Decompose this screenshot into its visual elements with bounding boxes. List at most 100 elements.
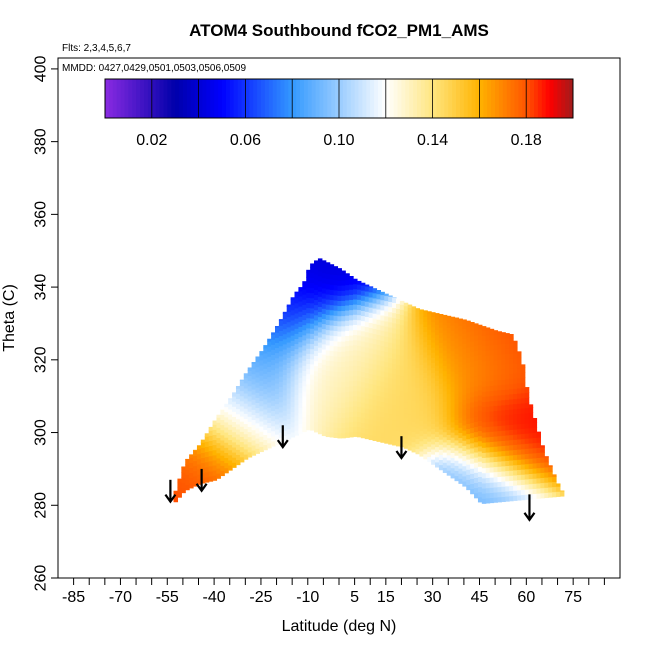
heatmap-cell [423, 418, 428, 424]
heatmap-cell [181, 482, 186, 489]
heatmap-cell [454, 317, 460, 324]
heatmap-cell [516, 423, 522, 430]
heatmap-cell [520, 494, 526, 501]
heatmap-cell [423, 387, 428, 394]
heatmap-cell [341, 290, 346, 296]
heatmap-cell [274, 352, 280, 359]
heatmap-cell [384, 397, 389, 403]
heatmap-cell [493, 405, 499, 412]
heatmap-cell [513, 357, 518, 364]
heatmap-cell [505, 445, 510, 451]
heatmap-cell [427, 339, 432, 345]
heatmap-cell [446, 368, 452, 374]
heatmap-cell [493, 390, 499, 396]
heatmap-cell [235, 423, 241, 430]
heatmap-cell [267, 346, 272, 352]
heatmap-cell [481, 482, 487, 489]
heatmap-cell [317, 280, 323, 287]
heatmap-cell [458, 376, 463, 383]
heatmap-cell [356, 294, 362, 300]
heatmap-cell [477, 496, 483, 503]
heatmap-cell [474, 462, 479, 468]
heatmap-cell [325, 421, 331, 427]
heatmap-cell [481, 375, 487, 382]
heatmap-cell [317, 398, 323, 404]
heatmap-cell [485, 487, 491, 494]
heatmap-cell [380, 386, 385, 392]
heatmap-cell [263, 363, 268, 369]
heatmap-cell [278, 376, 284, 382]
heatmap-cell [317, 326, 323, 333]
colorbar-segment [268, 79, 274, 118]
heatmap-cell [474, 390, 479, 397]
heatmap-cell [411, 411, 417, 417]
heatmap-cell [310, 287, 315, 294]
colorbar-segment [237, 79, 242, 118]
heatmap-cell [224, 447, 229, 453]
heatmap-cell [274, 408, 280, 415]
heatmap-cell [274, 372, 280, 379]
heatmap-cell [368, 347, 374, 354]
heatmap-cell [489, 477, 495, 483]
heatmap-cell [509, 470, 514, 476]
heatmap-cell [337, 402, 342, 408]
heatmap-cell [298, 397, 303, 404]
heatmap-cell [415, 438, 420, 445]
heatmap-cell [193, 470, 198, 477]
heatmap-cell [267, 351, 272, 357]
heatmap-cell [368, 403, 374, 410]
heatmap-cell [220, 439, 225, 446]
heatmap-cell [536, 462, 541, 469]
heatmap-cell [298, 290, 303, 297]
heatmap-cell [372, 420, 378, 426]
heatmap-cell [290, 401, 296, 407]
heatmap-cell [247, 441, 253, 448]
heatmap-cell [212, 459, 218, 466]
heatmap-cell [489, 471, 495, 478]
heatmap-cell [493, 349, 499, 356]
heatmap-cell [411, 431, 417, 438]
heatmap-cell [353, 309, 358, 315]
heatmap-cell [431, 459, 436, 465]
heatmap-cell [228, 439, 233, 446]
colorbar-segment [183, 79, 188, 118]
heatmap-cell [259, 395, 264, 402]
heatmap-cell [481, 345, 487, 352]
colorbar-segment [506, 79, 512, 118]
colorbar-segment [362, 79, 367, 118]
heatmap-cell [395, 344, 401, 350]
heatmap-cell [341, 402, 346, 408]
heatmap-cell [282, 404, 288, 411]
heatmap-cell [310, 323, 315, 329]
heatmap-cell [380, 391, 385, 397]
heatmap-cell [524, 387, 530, 393]
heatmap-cell [497, 369, 502, 376]
heatmap-cell [364, 336, 370, 343]
heatmap-cell [388, 413, 393, 420]
y-tick-label: 340 [33, 274, 50, 301]
heatmap-cell [481, 457, 487, 464]
heatmap-cell [360, 351, 366, 357]
heatmap-cell [259, 400, 264, 407]
heatmap-cell [528, 422, 534, 429]
heatmap-cell [497, 343, 502, 350]
colorbar-segment [487, 79, 492, 118]
heatmap-cell [259, 359, 264, 366]
heatmap-cell [501, 460, 506, 467]
heatmap-cell [337, 280, 342, 286]
heatmap-cell [216, 422, 221, 428]
heatmap-cell [341, 285, 346, 291]
heatmap-cell [302, 339, 307, 346]
heatmap-cell [497, 410, 502, 416]
heatmap-cell [325, 405, 331, 412]
heatmap-cell [314, 416, 319, 423]
heatmap-cell [360, 386, 366, 393]
heatmap-cell [423, 402, 428, 409]
heatmap-cell [243, 454, 249, 460]
heatmap-cell [485, 339, 491, 346]
heatmap-cell [212, 434, 218, 441]
heatmap-cell [462, 323, 467, 329]
heatmap-cell [493, 415, 499, 422]
heatmap-cell [427, 410, 432, 417]
heatmap-cell [329, 268, 335, 275]
